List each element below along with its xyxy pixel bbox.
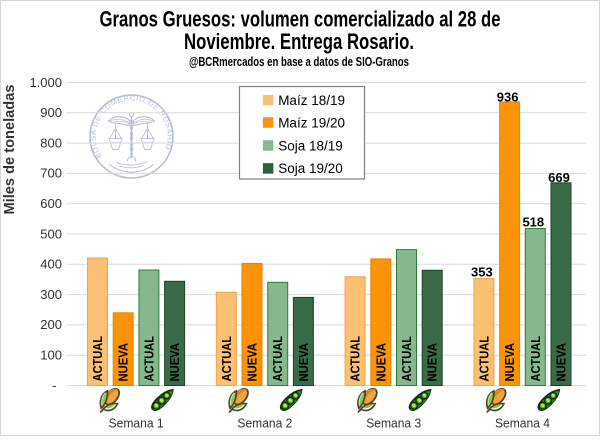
svg-text:NUEVA: NUEVA [373, 342, 388, 381]
svg-text:ACTUAL: ACTUAL [528, 336, 543, 382]
svg-text:600: 600 [40, 196, 62, 211]
svg-text:518: 518 [522, 215, 544, 230]
svg-text:100: 100 [40, 348, 62, 363]
svg-text:ACTUAL: ACTUAL [90, 336, 105, 382]
svg-text:Semana 4: Semana 4 [495, 416, 550, 431]
svg-text:ACTUAL: ACTUAL [219, 336, 234, 382]
svg-text:NUEVA: NUEVA [502, 342, 517, 381]
svg-text:1.000: 1.000 [29, 75, 62, 90]
svg-text:800: 800 [40, 135, 62, 150]
svg-text:353: 353 [471, 265, 493, 280]
svg-text:500: 500 [40, 226, 62, 241]
svg-text:Maíz 18/19: Maíz 18/19 [278, 93, 345, 108]
svg-text:Semana 3: Semana 3 [366, 416, 421, 431]
svg-text:ACTUAL: ACTUAL [476, 336, 491, 382]
svg-text:ACTUAL: ACTUAL [399, 336, 414, 382]
svg-text:Semana 1: Semana 1 [109, 416, 164, 431]
svg-text:900: 900 [40, 105, 62, 120]
svg-text:NUEVA: NUEVA [116, 342, 131, 381]
svg-text:Maíz 19/20: Maíz 19/20 [278, 115, 345, 130]
svg-text:Soja 19/20: Soja 19/20 [278, 161, 343, 176]
svg-text:Granos Gruesos: volumen comerc: Granos Gruesos: volumen comercializado a… [100, 7, 501, 32]
svg-text:-: - [52, 378, 56, 393]
svg-text:NUEVA: NUEVA [554, 342, 569, 381]
svg-text:Miles de toneladas: Miles de toneladas [2, 85, 18, 215]
svg-text:Soja 18/19: Soja 18/19 [278, 138, 343, 153]
svg-text:Semana 2: Semana 2 [237, 416, 292, 431]
svg-text:NUEVA: NUEVA [167, 342, 182, 381]
svg-text:200: 200 [40, 317, 62, 332]
svg-text:Noviembre. Entrega Rosario.: Noviembre. Entrega Rosario. [184, 29, 414, 54]
svg-text:NUEVA: NUEVA [245, 342, 260, 381]
svg-text:300: 300 [40, 287, 62, 302]
svg-text:400: 400 [40, 257, 62, 272]
svg-text:669: 669 [548, 170, 570, 185]
svg-text:ACTUAL: ACTUAL [141, 336, 156, 382]
svg-text:ACTUAL: ACTUAL [270, 336, 285, 382]
svg-text:ACTUAL: ACTUAL [348, 336, 363, 382]
svg-text:700: 700 [40, 166, 62, 181]
svg-text:NUEVA: NUEVA [425, 342, 440, 381]
svg-text:NUEVA: NUEVA [296, 342, 311, 381]
svg-text:936: 936 [497, 90, 519, 105]
svg-text:@BCRmercados en base a datos d: @BCRmercados en base a datos de SIO-Gran… [189, 54, 409, 69]
